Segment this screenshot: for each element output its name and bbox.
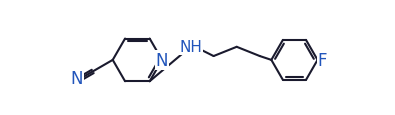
Text: F: F xyxy=(318,51,327,69)
Text: N: N xyxy=(70,69,83,87)
Text: N: N xyxy=(156,51,168,69)
Text: NH: NH xyxy=(179,40,202,55)
